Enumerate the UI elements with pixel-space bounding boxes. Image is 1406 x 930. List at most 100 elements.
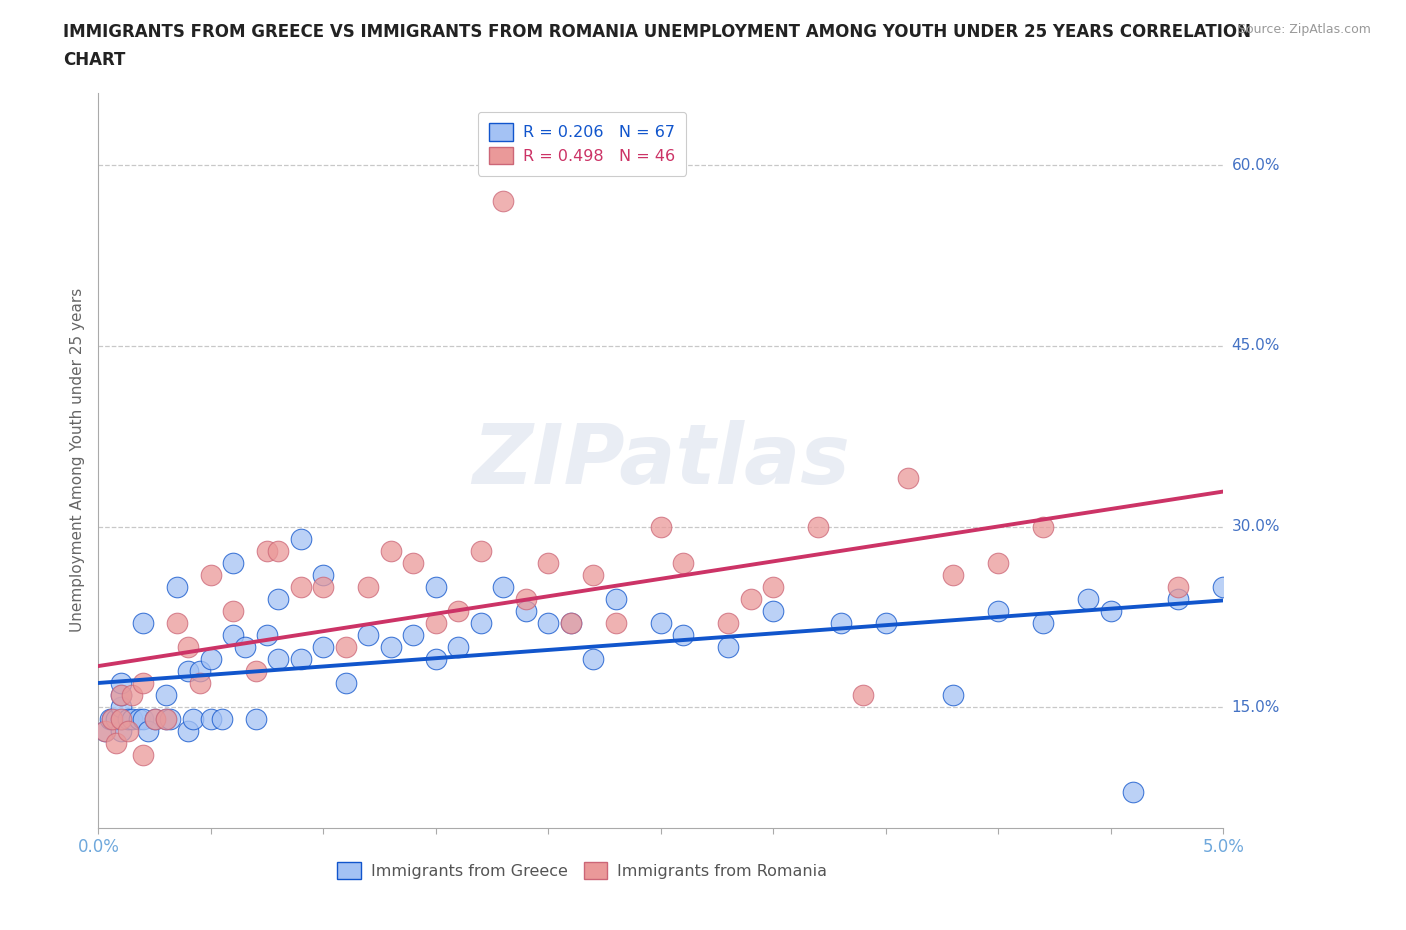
Text: ZIPatlas: ZIPatlas bbox=[472, 419, 849, 501]
Immigrants from Romania bbox=[267, 543, 290, 558]
Immigrants from Greece bbox=[402, 628, 425, 643]
Immigrants from Greece bbox=[110, 676, 132, 691]
Immigrants from Greece bbox=[188, 664, 211, 679]
Immigrants from Romania bbox=[335, 640, 357, 655]
Immigrants from Romania bbox=[94, 724, 117, 738]
Immigrants from Romania bbox=[402, 555, 425, 570]
Immigrants from Romania bbox=[110, 688, 132, 703]
Immigrants from Romania bbox=[1032, 519, 1054, 534]
Immigrants from Greece bbox=[267, 591, 290, 606]
Immigrants from Romania bbox=[672, 555, 695, 570]
Immigrants from Greece bbox=[177, 664, 200, 679]
Immigrants from Romania bbox=[110, 711, 132, 726]
Text: 60.0%: 60.0% bbox=[1232, 158, 1279, 173]
Immigrants from Greece bbox=[143, 711, 166, 726]
Immigrants from Greece bbox=[155, 711, 177, 726]
Immigrants from Greece bbox=[672, 628, 695, 643]
Immigrants from Greece bbox=[717, 640, 740, 655]
Immigrants from Romania bbox=[740, 591, 762, 606]
Immigrants from Greece bbox=[155, 688, 177, 703]
Immigrants from Romania bbox=[188, 676, 211, 691]
Immigrants from Romania bbox=[222, 604, 245, 618]
Immigrants from Romania bbox=[650, 519, 672, 534]
Immigrants from Romania bbox=[537, 555, 560, 570]
Immigrants from Greece bbox=[312, 640, 335, 655]
Immigrants from Greece bbox=[256, 628, 278, 643]
Legend: Immigrants from Greece, Immigrants from Romania: Immigrants from Greece, Immigrants from … bbox=[330, 856, 834, 886]
Text: IMMIGRANTS FROM GREECE VS IMMIGRANTS FROM ROMANIA UNEMPLOYMENT AMONG YOUTH UNDER: IMMIGRANTS FROM GREECE VS IMMIGRANTS FRO… bbox=[63, 23, 1251, 41]
Immigrants from Greece bbox=[1032, 616, 1054, 631]
Immigrants from Romania bbox=[117, 724, 139, 738]
Immigrants from Greece bbox=[128, 711, 150, 726]
Immigrants from Romania bbox=[987, 555, 1010, 570]
Immigrants from Greece bbox=[267, 652, 290, 667]
Immigrants from Romania bbox=[101, 711, 124, 726]
Immigrants from Romania bbox=[425, 616, 447, 631]
Immigrants from Romania bbox=[717, 616, 740, 631]
Immigrants from Romania bbox=[132, 676, 155, 691]
Immigrants from Greece bbox=[380, 640, 402, 655]
Immigrants from Greece bbox=[105, 711, 128, 726]
Immigrants from Greece bbox=[132, 711, 155, 726]
Immigrants from Greece bbox=[875, 616, 897, 631]
Immigrants from Greece bbox=[159, 711, 181, 726]
Immigrants from Greece bbox=[290, 652, 312, 667]
Immigrants from Romania bbox=[312, 579, 335, 594]
Immigrants from Greece bbox=[222, 628, 245, 643]
Immigrants from Greece bbox=[605, 591, 627, 606]
Immigrants from Greece bbox=[290, 531, 312, 546]
Y-axis label: Unemployment Among Youth under 25 years: Unemployment Among Youth under 25 years bbox=[69, 288, 84, 632]
Immigrants from Greece bbox=[166, 579, 188, 594]
Immigrants from Romania bbox=[852, 688, 875, 703]
Immigrants from Greece bbox=[762, 604, 785, 618]
Immigrants from Romania bbox=[256, 543, 278, 558]
Immigrants from Greece bbox=[245, 711, 267, 726]
Immigrants from Greece bbox=[425, 579, 447, 594]
Immigrants from Greece bbox=[470, 616, 492, 631]
Immigrants from Romania bbox=[380, 543, 402, 558]
Immigrants from Greece bbox=[335, 676, 357, 691]
Immigrants from Romania bbox=[807, 519, 830, 534]
Immigrants from Greece bbox=[1077, 591, 1099, 606]
Immigrants from Greece bbox=[222, 555, 245, 570]
Immigrants from Greece bbox=[537, 616, 560, 631]
Immigrants from Greece bbox=[1122, 784, 1144, 799]
Immigrants from Greece bbox=[1099, 604, 1122, 618]
Immigrants from Romania bbox=[166, 616, 188, 631]
Immigrants from Greece bbox=[830, 616, 852, 631]
Immigrants from Greece bbox=[987, 604, 1010, 618]
Immigrants from Greece bbox=[560, 616, 582, 631]
Immigrants from Greece bbox=[1167, 591, 1189, 606]
Immigrants from Romania bbox=[762, 579, 785, 594]
Immigrants from Romania bbox=[942, 567, 965, 582]
Immigrants from Romania bbox=[515, 591, 537, 606]
Immigrants from Greece bbox=[200, 652, 222, 667]
Immigrants from Greece bbox=[110, 724, 132, 738]
Immigrants from Greece bbox=[211, 711, 233, 726]
Immigrants from Romania bbox=[290, 579, 312, 594]
Immigrants from Romania bbox=[447, 604, 470, 618]
Immigrants from Greece bbox=[101, 711, 124, 726]
Text: 45.0%: 45.0% bbox=[1232, 339, 1279, 353]
Text: Source: ZipAtlas.com: Source: ZipAtlas.com bbox=[1237, 23, 1371, 36]
Immigrants from Greece bbox=[121, 711, 143, 726]
Immigrants from Greece bbox=[136, 724, 159, 738]
Immigrants from Romania bbox=[582, 567, 605, 582]
Immigrants from Romania bbox=[245, 664, 267, 679]
Immigrants from Greece bbox=[98, 711, 121, 726]
Text: 30.0%: 30.0% bbox=[1232, 519, 1279, 534]
Immigrants from Romania bbox=[605, 616, 627, 631]
Immigrants from Greece bbox=[1212, 579, 1234, 594]
Immigrants from Romania bbox=[560, 616, 582, 631]
Immigrants from Greece bbox=[492, 579, 515, 594]
Immigrants from Greece bbox=[425, 652, 447, 667]
Immigrants from Greece bbox=[110, 699, 132, 714]
Immigrants from Greece bbox=[110, 688, 132, 703]
Immigrants from Romania bbox=[121, 688, 143, 703]
Immigrants from Greece bbox=[233, 640, 256, 655]
Immigrants from Greece bbox=[650, 616, 672, 631]
Immigrants from Romania bbox=[132, 748, 155, 763]
Immigrants from Romania bbox=[492, 194, 515, 209]
Immigrants from Greece bbox=[110, 711, 132, 726]
Immigrants from Romania bbox=[143, 711, 166, 726]
